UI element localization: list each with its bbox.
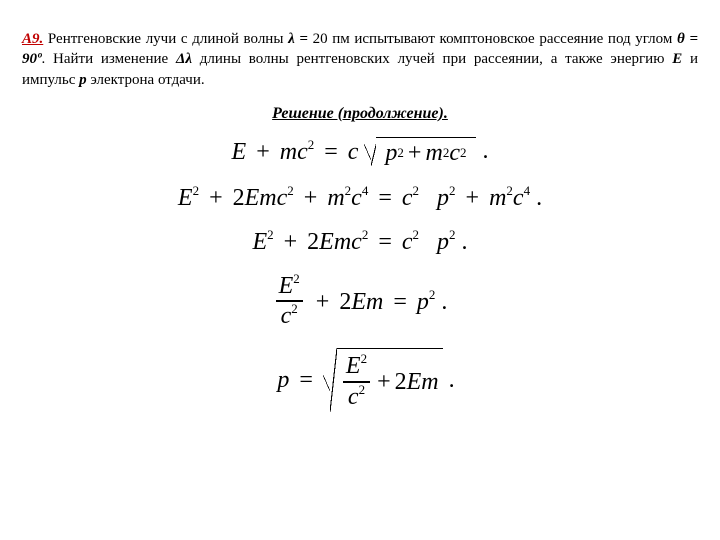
sqrt: E2 c2 + 2Em: [323, 348, 443, 412]
equation-2: E2 + 2Emc2 + m2c4 = c2 p2 + m2c4 .: [178, 184, 542, 210]
equation-4: E2 c2 + 2Em = p2 .: [273, 272, 448, 331]
fraction: E2 c2: [276, 272, 303, 331]
problem-statement: А9. Рентгеновские лучи с длиной волны λ …: [22, 29, 698, 90]
fraction: E2 c2: [343, 352, 370, 411]
equation-3: E2 + 2Emc2 = c2 p2 .: [252, 228, 467, 254]
sqrt: p2 + m2 c2: [364, 137, 476, 166]
equation-1: E + mc2 = c p2 + m2 c2 .: [232, 137, 489, 166]
problem-label: А9.: [22, 31, 43, 47]
solution-title: Решение (продолжение).: [22, 105, 698, 123]
equation-5: p = E2 c2 + 2Em .: [265, 348, 454, 412]
equations-block: E + mc2 = c p2 + m2 c2 . E2 +: [22, 137, 698, 412]
